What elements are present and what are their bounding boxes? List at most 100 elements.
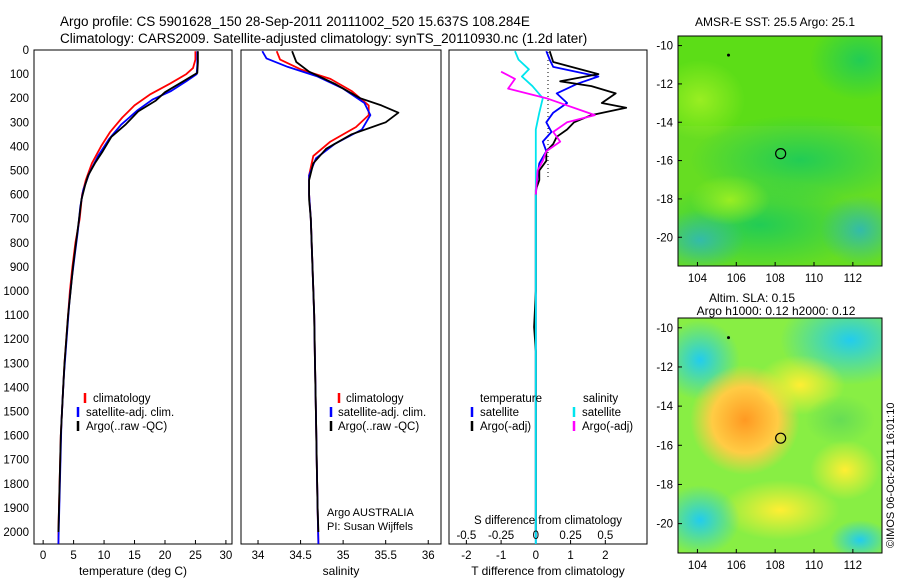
argo-profile-marker <box>775 148 787 160</box>
difference-top-x-label: S difference from climatology <box>474 515 622 527</box>
x-tick-label: 35 <box>337 550 350 562</box>
map-x-tick-label: 108 <box>766 273 785 285</box>
island-marker <box>727 53 731 57</box>
argo-raw-qc-line <box>57 51 199 533</box>
difference-top-x-ticks: -0.5 -0.25 0 0.25 0.5 <box>456 530 613 542</box>
salinity-argo-adj-line <box>500 70 596 195</box>
map-y-tick-label: -14 <box>656 401 673 413</box>
depth-tick-label: 400 <box>10 141 29 153</box>
sla-map-subtitle: Argo h1000: 0.12 h2000: 0.12 <box>697 304 856 318</box>
depth-tick-label: 1300 <box>3 358 29 370</box>
sst-map-panel: AMSR-E SST: 25.5 Argo: 25.1 104 106 108 110… <box>656 15 883 285</box>
figure-title-line1: Argo profile: CS 5901628_150 28-Sep-2011… <box>60 14 530 29</box>
x-tick-label: 10 <box>98 550 111 562</box>
legend-climatology-label: climatology <box>93 393 151 405</box>
difference-x-ticks: -2 -1 0 1 2 <box>461 540 609 562</box>
depth-tick-label: 800 <box>10 238 29 250</box>
depth-tick-label: 1600 <box>3 431 29 443</box>
map-y-tick-label: -20 <box>656 232 673 244</box>
x-tick-label: 15 <box>128 550 141 562</box>
legend-argo-label: Argo(..raw -QC) <box>338 421 419 433</box>
difference-panel: -2 -1 0 1 2 S difference from climatology -0… <box>448 49 648 578</box>
legend-t-satellite-label: satellite <box>480 407 519 419</box>
salinity-annotation-line1: Argo AUSTRALIA <box>327 507 414 519</box>
legend-temperature-title: temperature <box>480 393 542 405</box>
map-y-tick-label: -12 <box>656 79 673 91</box>
depth-tick-label: 700 <box>10 214 29 226</box>
depth-tick-label: 1000 <box>3 286 29 298</box>
temperature-plot-frame <box>33 49 233 545</box>
map-y-tick-label: -14 <box>656 117 673 129</box>
map-y-tick-label: -16 <box>656 156 673 168</box>
sst-map-title: AMSR-E SST: 25.5 Argo: 25.1 <box>695 15 855 29</box>
temperature-series <box>57 51 199 545</box>
temperature-x-ticks: 0 5 10 15 20 25 30 <box>40 540 232 562</box>
salinity-legend: climatology satellite-adj. clim. Argo(..… <box>329 393 426 433</box>
map-y-tick-label: -18 <box>656 194 673 206</box>
sst-map-markers <box>727 53 787 160</box>
salinity-annotation-line2: PI: Susan Wijffels <box>327 521 413 533</box>
top-x-tick-label: 0.25 <box>559 530 581 542</box>
x-tick-label: 30 <box>220 550 233 562</box>
salinity-x-ticks: 34 34.5 35 35.5 36 <box>252 540 435 562</box>
legend-satellite-label: satellite-adj. clim. <box>86 407 174 419</box>
legend-s-argo-label: Argo(-adj) <box>582 421 633 433</box>
depth-tick-label: 500 <box>10 165 29 177</box>
map-x-tick-label: 106 <box>727 273 746 285</box>
map-y-tick-label: -12 <box>656 362 673 374</box>
sla-map-markers <box>727 336 787 444</box>
depth-axis: 0 100 200 300 400 500 600 700 800 900 1000 1100 1200… <box>3 45 38 539</box>
difference-x-label: T difference from climatology <box>471 564 625 578</box>
legend-climatology-label: climatology <box>346 393 404 405</box>
x-tick-label: 20 <box>159 550 172 562</box>
difference-series <box>500 50 628 544</box>
depth-tick-label: 2000 <box>3 527 29 539</box>
map-x-tick-label: 110 <box>805 560 823 572</box>
island-marker <box>727 336 731 340</box>
salinity-series <box>261 50 400 545</box>
depth-tick-label: 1800 <box>3 479 29 491</box>
map-x-tick-label: 106 <box>727 560 746 572</box>
copyright-timestamp: ©IMOS 06-Oct-2011 16:01:10 <box>885 403 897 548</box>
depth-tick-label: 1500 <box>3 406 29 418</box>
x-tick-label: -1 <box>496 550 506 562</box>
difference-legend-temperature: temperature satellite Argo(-adj) <box>470 393 542 433</box>
figure-title-line2: Climatology: CARS2009. Satellite-adjuste… <box>60 31 587 46</box>
map-y-tick-label: -16 <box>656 440 673 452</box>
salinity-plot-frame <box>240 49 442 545</box>
depth-tick-label: 200 <box>10 93 29 105</box>
legend-argo-label: Argo(..raw -QC) <box>86 421 167 433</box>
sla-map-title: Altim. SLA: 0.15 <box>709 291 795 305</box>
top-x-tick-label: 0.5 <box>597 530 613 542</box>
top-x-tick-label: 0 <box>533 530 539 542</box>
x-tick-label: 25 <box>189 550 202 562</box>
sla-map-panel: Altim. SLA: 0.15 Argo h1000: 0.12 h2000:… <box>656 291 883 572</box>
sla-map-frame <box>677 317 883 554</box>
sst-map-field <box>678 36 882 266</box>
map-x-tick-label: 104 <box>688 560 708 572</box>
temperature-panel: 0 5 10 15 20 25 30 temperature (deg C) climato… <box>33 49 233 578</box>
map-x-tick-label: 104 <box>688 273 708 285</box>
depth-tick-label: 1700 <box>3 455 29 467</box>
x-tick-label: 34 <box>252 550 265 562</box>
x-tick-label: 34.5 <box>289 550 311 562</box>
x-tick-label: 2 <box>602 550 608 562</box>
map-x-tick-label: 112 <box>844 560 862 572</box>
difference-legend-salinity: salinity satellite Argo(-adj) <box>572 393 633 433</box>
depth-tick-label: 1900 <box>3 503 29 515</box>
legend-s-satellite-label: satellite <box>582 407 621 419</box>
top-x-tick-label: -0.5 <box>456 530 476 542</box>
depth-tick-label: 600 <box>10 190 29 202</box>
depth-tick-label: 1200 <box>3 334 29 346</box>
x-tick-label: 5 <box>70 550 76 562</box>
argo-raw-qc-line <box>291 50 400 533</box>
map-y-tick-label: -10 <box>656 323 673 335</box>
temperature-legend: climatology satellite-adj. clim. Argo(..… <box>76 393 174 433</box>
temperature-x-label: temperature (deg C) <box>79 564 187 578</box>
map-x-tick-label: 112 <box>844 273 862 285</box>
sst-map-frame <box>677 35 883 267</box>
legend-satellite-label: satellite-adj. clim. <box>338 407 426 419</box>
sst-map-ticks: 104 106 108 110 112 -10 -12 -14 -16 -18 -20 <box>656 41 862 285</box>
depth-tick-label: 1100 <box>4 310 29 322</box>
